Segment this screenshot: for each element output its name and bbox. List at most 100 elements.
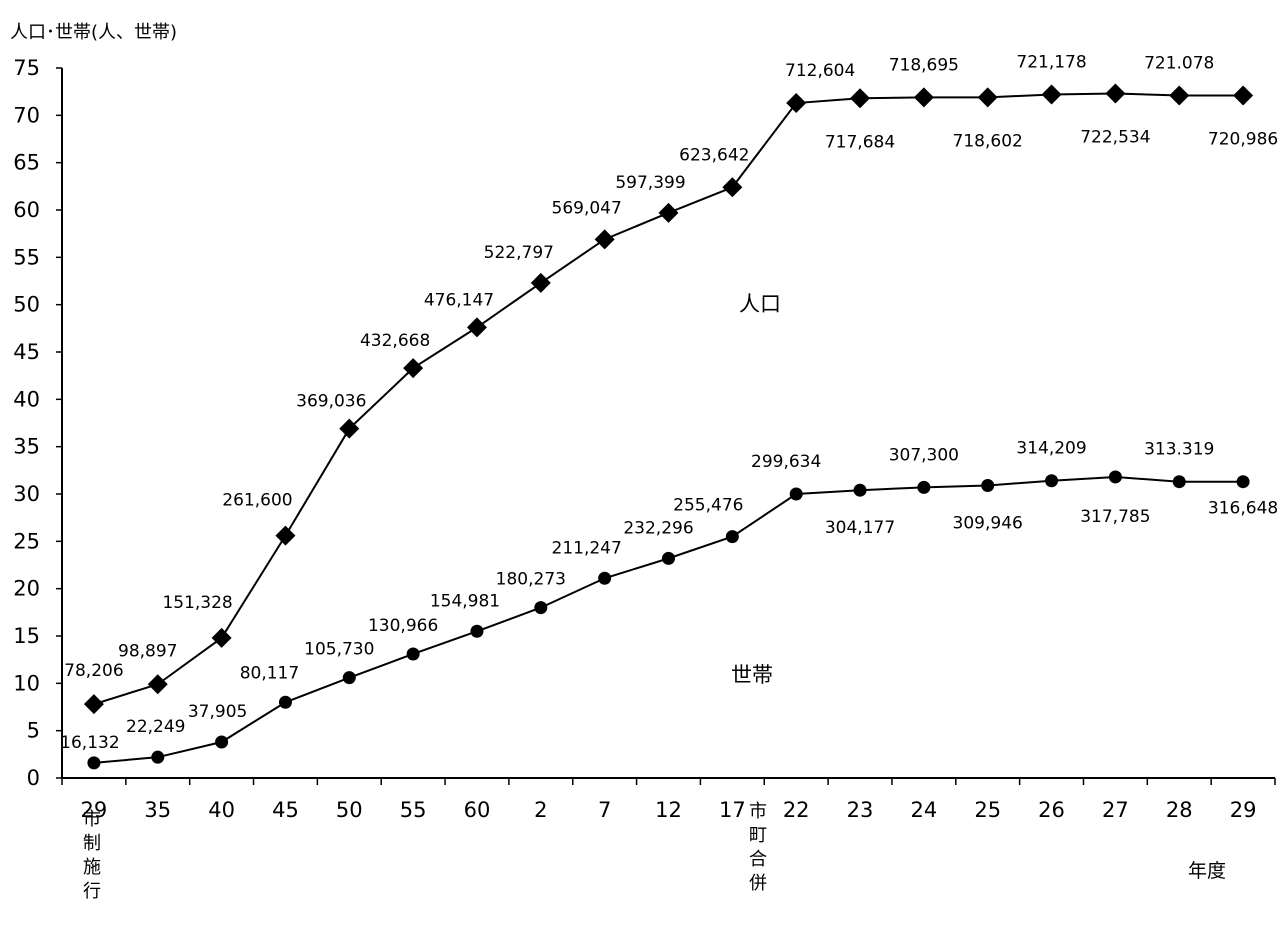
household-data-label: 317,785 (1080, 507, 1150, 527)
household-point (534, 601, 548, 615)
y-tick-label: 50 (13, 293, 40, 317)
household-point (662, 551, 675, 565)
series-label-household: 世帯 (731, 663, 773, 687)
household-data-label: 37,905 (188, 702, 247, 722)
household-point (725, 530, 739, 544)
household-point (1045, 474, 1059, 488)
y-tick-label: 35 (13, 435, 40, 459)
x-tick-label: 28 (1166, 798, 1193, 822)
population-data-label: 151,328 (162, 593, 232, 613)
x-tick-label: 45 (272, 798, 299, 822)
household-point (278, 695, 292, 709)
merger-note: 市 町 合 併 (749, 801, 767, 894)
population-data-label: 569,047 (552, 198, 622, 218)
population-point (403, 358, 424, 379)
household-point (151, 750, 165, 764)
household-point (789, 487, 803, 501)
y-tick-label: 45 (13, 340, 40, 364)
household-point (598, 571, 612, 585)
y-tick-label: 70 (13, 103, 40, 127)
y-tick-label: 15 (13, 624, 40, 648)
household-data-label: 232,296 (623, 518, 693, 538)
y-tick-label: 65 (13, 151, 40, 175)
household-data-label: 180,273 (496, 570, 566, 590)
household-data-label: 80,117 (240, 663, 299, 683)
population-data-label: 98,897 (118, 641, 177, 661)
x-tick-label: 50 (336, 798, 363, 822)
x-tick-label: 27 (1102, 798, 1129, 822)
population-point (211, 627, 232, 648)
population-data-label: 597,399 (615, 173, 685, 193)
population-point (83, 694, 104, 715)
household-point (406, 647, 420, 661)
population-data-label: 432,668 (360, 331, 430, 351)
x-tick-label: 24 (911, 798, 938, 822)
x-tick-label: 40 (208, 798, 235, 822)
household-point (87, 756, 101, 770)
population-data-label: 78,206 (64, 661, 123, 681)
population-point (275, 525, 296, 546)
population-data-label: 476,147 (424, 290, 494, 310)
y-tick-label: 55 (13, 245, 40, 269)
household-data-label: 304,177 (825, 518, 895, 538)
population-point (1233, 85, 1254, 106)
population-data-label: 717,684 (825, 132, 895, 152)
population-point (850, 88, 871, 109)
population-point (1041, 84, 1062, 105)
y-axis-title: 人口･世帯(人、世帯) (10, 22, 178, 43)
household-data-label: 309,946 (953, 513, 1023, 533)
population-point (977, 87, 998, 108)
x-tick-label: 23 (847, 798, 874, 822)
population-point (594, 229, 615, 250)
x-axis-unit: 年度 (1188, 860, 1227, 882)
household-point (853, 483, 867, 497)
y-tick-label: 30 (13, 482, 40, 506)
x-tick-label: 29 (1230, 798, 1257, 822)
household-point (215, 735, 229, 749)
y-tick-label: 10 (13, 671, 40, 695)
population-data-label: 718,602 (953, 131, 1023, 151)
household-point (342, 671, 356, 685)
population-point (1105, 83, 1126, 104)
population-data-label: 721.078 (1144, 53, 1214, 73)
household-point (981, 478, 995, 492)
population-point (147, 674, 168, 695)
y-tick-label: 20 (13, 577, 40, 601)
series-label-population: 人口 (739, 292, 781, 316)
population-data-label: 522,797 (484, 243, 554, 263)
household-data-label: 22,249 (126, 717, 185, 737)
population-point (466, 317, 487, 338)
y-tick-label: 5 (27, 719, 40, 743)
household-data-label: 130,966 (368, 616, 438, 636)
household-data-label: 313.319 (1144, 440, 1214, 460)
household-data-label: 314,209 (1016, 439, 1086, 459)
population-data-label: 261,600 (222, 491, 292, 511)
y-tick-label: 60 (13, 198, 40, 222)
household-data-label: 255,476 (673, 496, 743, 516)
household-data-label: 105,730 (304, 640, 374, 660)
x-tick-label: 29 (81, 798, 108, 822)
household-point (1108, 470, 1122, 484)
y-tick-label: 0 (27, 766, 40, 790)
population-data-label: 623,642 (679, 145, 749, 165)
household-data-label: 316,648 (1208, 499, 1278, 519)
household-point (1172, 475, 1186, 489)
household-data-label: 211,247 (552, 538, 622, 558)
x-tick-label: 2 (534, 798, 547, 822)
population-point (786, 93, 807, 114)
population-point (530, 272, 551, 293)
population-point (913, 87, 934, 108)
population-data-label: 712,604 (785, 61, 855, 81)
household-data-label: 16,132 (60, 733, 119, 753)
x-tick-label: 17 (719, 798, 746, 822)
population-data-label: 721,178 (1016, 53, 1086, 73)
municipal-start-note: 市 制 施 行 (83, 809, 101, 902)
population-point (1169, 85, 1190, 106)
population-point (339, 418, 360, 439)
x-tick-label: 7 (598, 798, 611, 822)
x-tick-label: 60 (464, 798, 491, 822)
x-tick-label: 12 (655, 798, 682, 822)
household-data-label: 154,981 (430, 591, 500, 611)
y-tick-label: 75 (13, 56, 40, 80)
